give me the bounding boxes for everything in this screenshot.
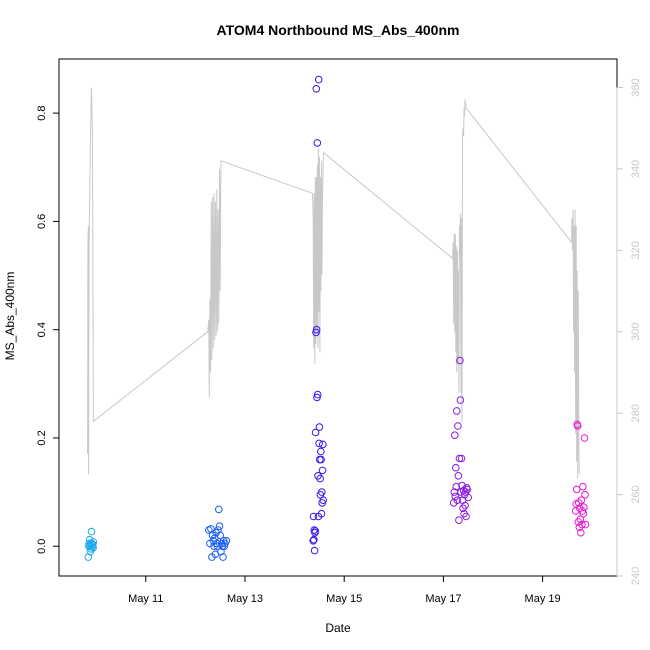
data-point-1-10 [88,539,96,548]
data-point-3-26 [318,488,326,496]
y2-tick-label-7: 360 [630,78,642,96]
y2-tick-label-1: 240 [630,567,642,585]
y-tick-label-1: 0.0 [36,539,48,554]
x-tick-label-3: May 15 [326,593,362,605]
y2-tick-label-6: 340 [630,160,642,178]
data-point-3-19 [315,423,324,431]
data-point-4-9 [454,422,462,430]
data-point-3-14 [313,390,322,399]
y-axis: 0.0 0.2 0.4 0.6 0.8 [36,105,60,554]
data-point-4-17 [458,481,466,490]
data-point-4-16 [457,454,466,463]
y-axis-label: MS_Abs_400nm [3,272,17,361]
data-point-3-30 [319,496,328,505]
data-point-2-14 [215,505,223,514]
x-axis-label: Date [325,621,351,635]
data-point-1-13 [89,544,97,552]
data-point-1-14 [89,538,98,546]
y-tick-label-4: 0.6 [36,214,48,229]
data-point-4-11 [455,516,463,525]
plot-box [58,58,618,577]
data-point-3-21 [316,474,324,483]
data-point-5-17 [580,503,588,512]
data-point-5-12 [577,496,586,505]
data-point-3-2 [309,512,318,521]
data-point-2-19 [218,542,227,551]
data-point-2-24 [222,537,231,545]
data-point-2-20 [219,553,227,561]
y2-tick-label-2: 260 [630,485,642,503]
y-tick-label-2: 0.2 [36,430,48,445]
data-point-4-4 [451,492,460,501]
data-point-1-9 [87,527,96,536]
data-point-4-12 [455,454,464,463]
line-layer [87,87,580,479]
y-tick-label-5: 0.8 [36,105,48,120]
data-point-1-12 [89,540,97,549]
data-point-2-16 [216,531,224,540]
data-point-5-15 [579,482,587,491]
data-point-4-10 [454,472,463,480]
data-point-3-1 [309,537,318,545]
data-point-5-20 [581,520,590,529]
data-point-5-19 [581,491,589,499]
data-point-5-18 [580,434,589,442]
data-point-3-28 [318,466,327,475]
data-point-5-7 [575,499,583,507]
data-point-3-5 [310,546,319,555]
x-axis: May 11 May 13 May 15 May 17 May 19 [128,576,561,605]
data-point-3-25 [317,509,326,518]
data-point-3-13 [313,139,322,147]
data-point-4-3 [451,431,459,440]
data-point-5-8 [575,523,584,532]
x-tick-label-4: May 17 [425,593,461,605]
data-point-3-8 [311,428,320,437]
data-point-3-18 [315,439,323,448]
data-point-3-17 [314,75,323,84]
data-point-4-8 [453,496,462,505]
data-point-2-15 [215,522,224,531]
x-tick-label-2: May 13 [227,593,263,605]
chart-title: ATOM4 Northbound MS_Abs_400nm [217,22,460,38]
data-point-3-11 [312,325,321,334]
data-point-5-11 [577,528,585,537]
data-point-3-7 [311,527,320,535]
data-point-3-12 [313,393,321,402]
data-point-4-25 [462,512,470,521]
data-point-4-5 [452,463,460,472]
y-tick-label-3: 0.4 [36,322,48,337]
data-point-5-3 [572,485,581,494]
data-point-3-23 [317,447,325,456]
data-point-4-6 [452,482,461,491]
series-line [87,87,580,479]
data-point-5-13 [578,520,586,529]
data-point-3-10 [312,85,321,93]
y2-tick-label-3: 280 [630,404,642,422]
data-point-4-28 [464,493,473,502]
data-point-4-14 [456,396,465,404]
data-point-3-9 [312,328,320,337]
y2-axis: 240 260 280 300 320 340 360 [616,78,642,585]
data-point-3-29 [319,440,327,449]
data-point-4-13 [456,356,464,365]
x-tick-label-1: May 11 [128,593,163,605]
y2-tick-label-5: 320 [630,241,642,259]
data-point-4-27 [463,485,472,494]
data-point-5-10 [576,515,585,524]
points-layer [84,75,590,561]
data-point-4-23 [461,501,469,510]
data-point-5-9 [576,504,584,513]
x-tick-label-5: May 19 [525,593,561,605]
data-point-3-24 [317,455,325,464]
data-point-3-3 [310,535,318,544]
data-point-4-7 [453,407,461,415]
y2-tick-label-4: 300 [630,323,642,341]
data-point-5-5 [573,422,582,430]
